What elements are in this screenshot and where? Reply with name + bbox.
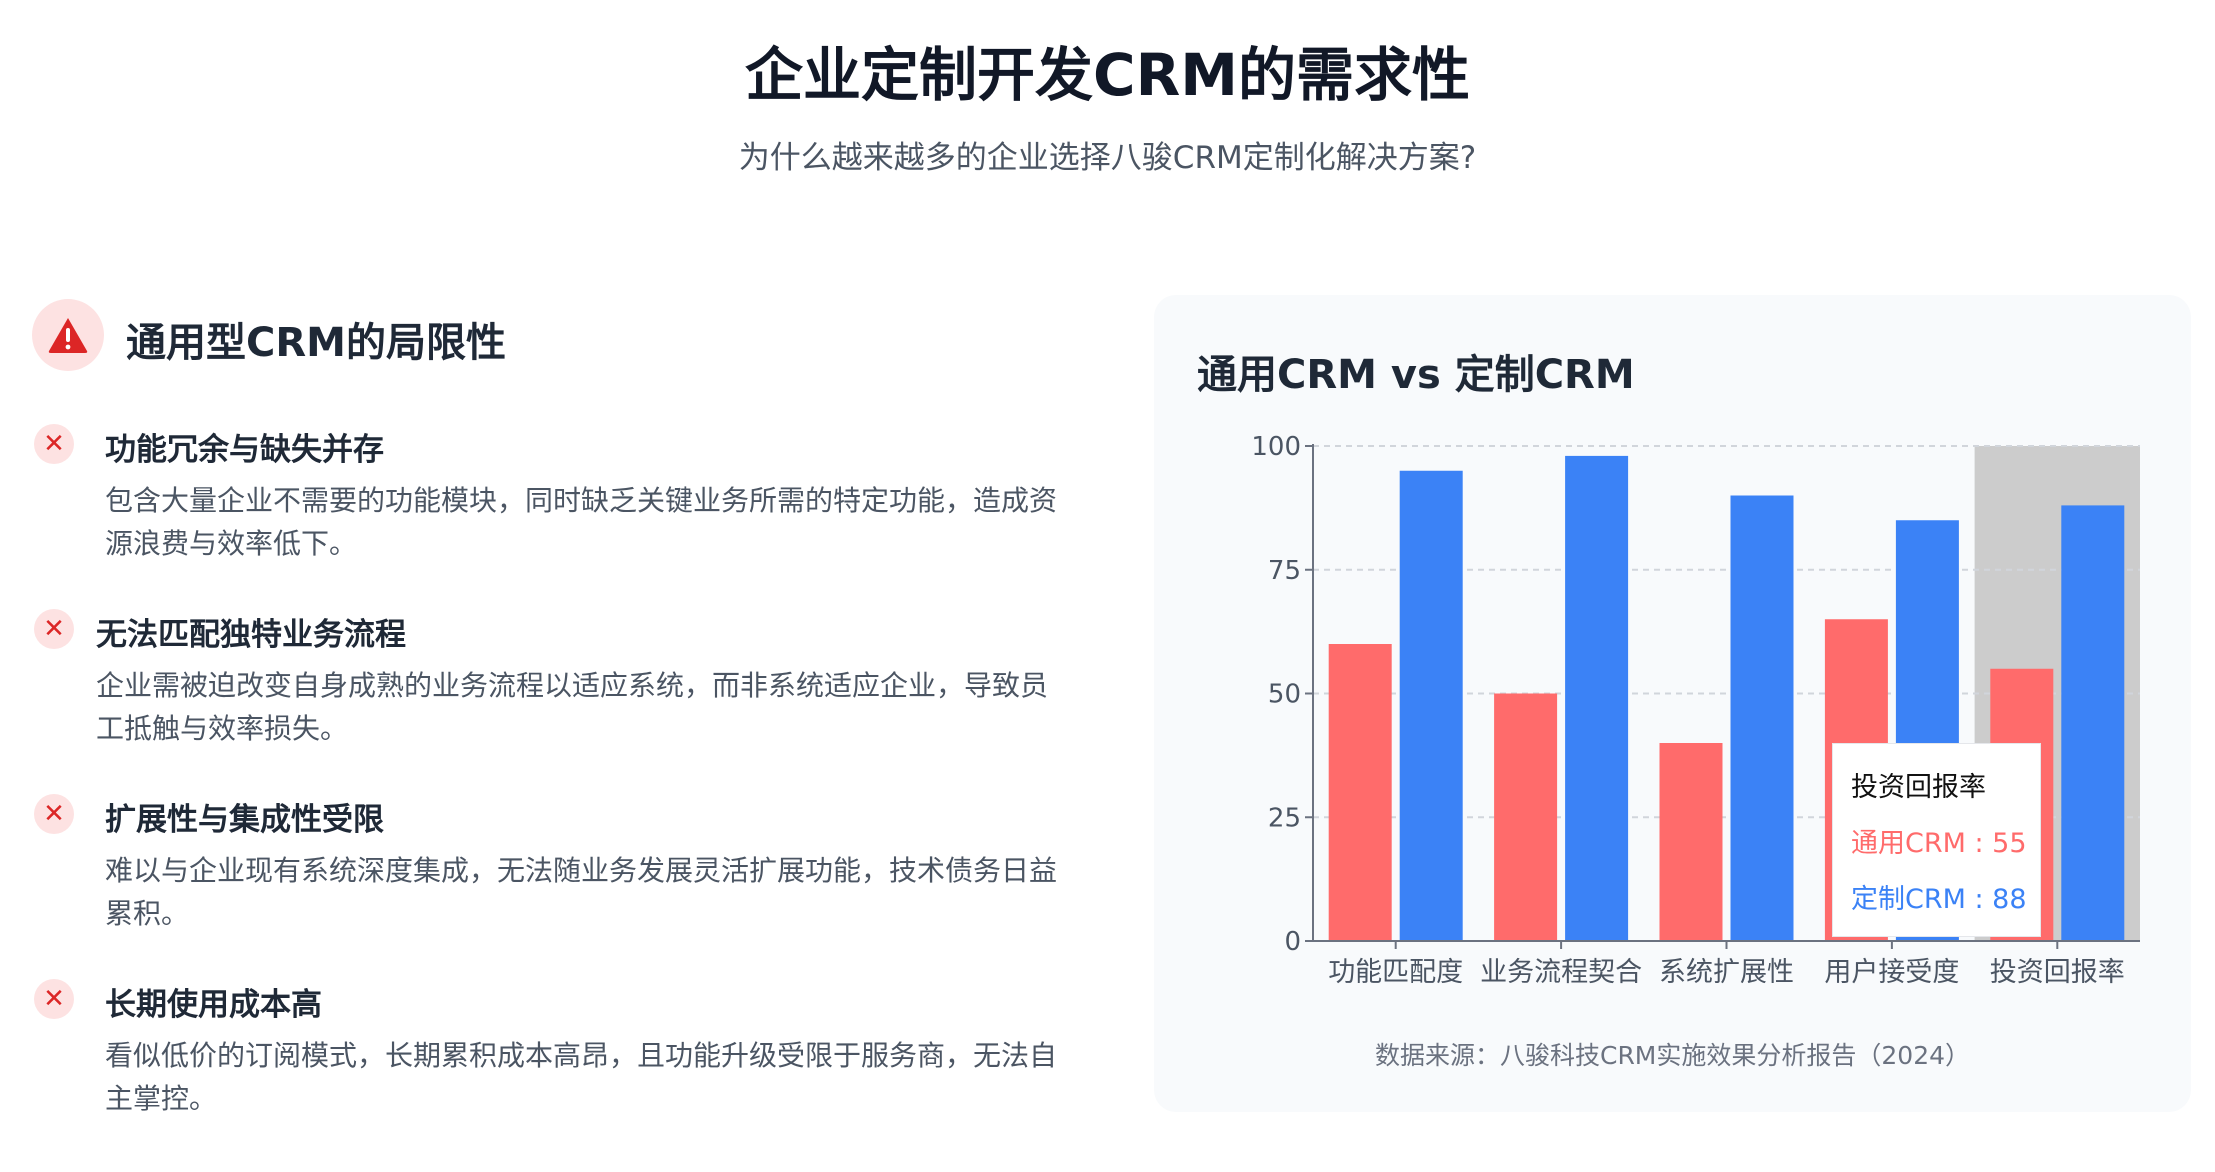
bar-custom bbox=[1399, 470, 1463, 941]
x-icon: ✕ bbox=[34, 979, 74, 1019]
item-desc: 难以与企业现有系统深度集成，无法随业务发展灵活扩展功能，技术债务日益累积。 bbox=[105, 854, 1058, 930]
item-desc: 包含大量企业不需要的功能模块，同时缺乏关键业务所需的特定功能，造成资源浪费与效率… bbox=[105, 484, 1058, 560]
page-title: 企业定制开发CRM的需求性 bbox=[745, 41, 1470, 109]
y-tick-label: 75 bbox=[1268, 556, 1301, 586]
x-tick-label: 系统扩展性 bbox=[1659, 957, 1794, 988]
bar-custom bbox=[1730, 495, 1794, 941]
bar-generic bbox=[1659, 743, 1723, 941]
y-tick-label: 50 bbox=[1268, 680, 1301, 710]
chart-tooltip: 投资回报率 通用CRM : 55 定制CRM : 88 bbox=[1832, 743, 2041, 937]
bar-generic bbox=[1328, 644, 1392, 941]
chart-title: 通用CRM vs 定制CRM bbox=[1197, 352, 1635, 398]
bar-generic bbox=[1494, 693, 1558, 941]
x-tick-label: 功能匹配度 bbox=[1328, 957, 1463, 988]
item-desc: 看似低价的订阅模式，长期累积成本高昂，且功能升级受限于服务商，无法自主掌控。 bbox=[105, 1039, 1058, 1115]
bar-custom bbox=[2061, 505, 2125, 941]
page-subtitle: 为什么越来越多的企业选择八骏CRM定制化解决方案? bbox=[738, 140, 1477, 176]
tooltip-generic: 通用CRM : 55 bbox=[1851, 828, 2027, 859]
x-tick-label: 投资回报率 bbox=[1990, 957, 2125, 988]
x-tick-label: 用户接受度 bbox=[1824, 957, 1959, 988]
warning-triangle-icon bbox=[32, 299, 104, 371]
y-tick-label: 0 bbox=[1284, 927, 1301, 957]
item-title: 扩展性与集成性受限 bbox=[105, 802, 384, 838]
x-icon: ✕ bbox=[34, 794, 74, 834]
tooltip-custom: 定制CRM : 88 bbox=[1851, 884, 2027, 915]
x-tick-label: 业务流程契合 bbox=[1480, 957, 1642, 988]
x-icon: ✕ bbox=[34, 609, 74, 649]
section-title: 通用型CRM的局限性 bbox=[126, 320, 506, 366]
item-desc: 企业需被迫改变自身成熟的业务流程以适应系统，而非系统适应企业，导致员工抵触与效率… bbox=[96, 669, 1049, 745]
item-title: 功能冗余与缺失并存 bbox=[105, 432, 384, 468]
item-title: 无法匹配独特业务流程 bbox=[96, 617, 406, 653]
x-icon: ✕ bbox=[34, 424, 74, 464]
chart-source: 数据来源：八骏科技CRM实施效果分析报告（2024） bbox=[1374, 1041, 1971, 1070]
y-tick-label: 100 bbox=[1251, 432, 1301, 462]
bar-custom bbox=[1565, 455, 1629, 941]
y-tick-label: 25 bbox=[1268, 803, 1301, 833]
tooltip-title: 投资回报率 bbox=[1851, 772, 1986, 803]
item-title: 长期使用成本高 bbox=[105, 987, 322, 1023]
